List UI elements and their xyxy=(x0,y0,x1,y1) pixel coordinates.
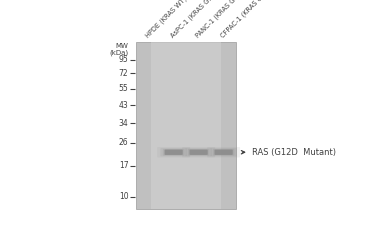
Text: 10: 10 xyxy=(119,192,128,201)
Text: PANC-1 (KRAS G12D): PANC-1 (KRAS G12D) xyxy=(194,0,248,39)
FancyBboxPatch shape xyxy=(207,147,240,158)
Text: 26: 26 xyxy=(119,138,128,147)
FancyBboxPatch shape xyxy=(164,150,183,155)
Text: MW
(kDa): MW (kDa) xyxy=(110,42,129,56)
FancyBboxPatch shape xyxy=(211,148,237,156)
Bar xyxy=(136,42,236,209)
FancyBboxPatch shape xyxy=(161,148,187,156)
Text: RAS (G12D  Mutant): RAS (G12D Mutant) xyxy=(241,148,336,157)
Bar xyxy=(151,42,221,209)
FancyBboxPatch shape xyxy=(157,147,190,158)
FancyBboxPatch shape xyxy=(163,149,184,156)
Text: 43: 43 xyxy=(119,100,128,110)
FancyBboxPatch shape xyxy=(186,148,212,156)
Text: 55: 55 xyxy=(119,84,128,93)
Text: AsPC-1 (KRAS G12D): AsPC-1 (KRAS G12D) xyxy=(169,0,222,39)
FancyBboxPatch shape xyxy=(214,150,233,155)
FancyBboxPatch shape xyxy=(189,150,208,155)
Text: 34: 34 xyxy=(119,119,128,128)
FancyBboxPatch shape xyxy=(213,149,234,156)
FancyBboxPatch shape xyxy=(182,147,215,158)
Text: CFPAC-1 (KRAS G12V): CFPAC-1 (KRAS G12V) xyxy=(219,0,275,39)
Text: 72: 72 xyxy=(119,69,128,78)
FancyBboxPatch shape xyxy=(188,149,209,156)
Text: HPDE (KRAS WT): HPDE (KRAS WT) xyxy=(144,0,188,39)
Text: 17: 17 xyxy=(119,161,128,170)
Text: 95: 95 xyxy=(119,55,128,64)
